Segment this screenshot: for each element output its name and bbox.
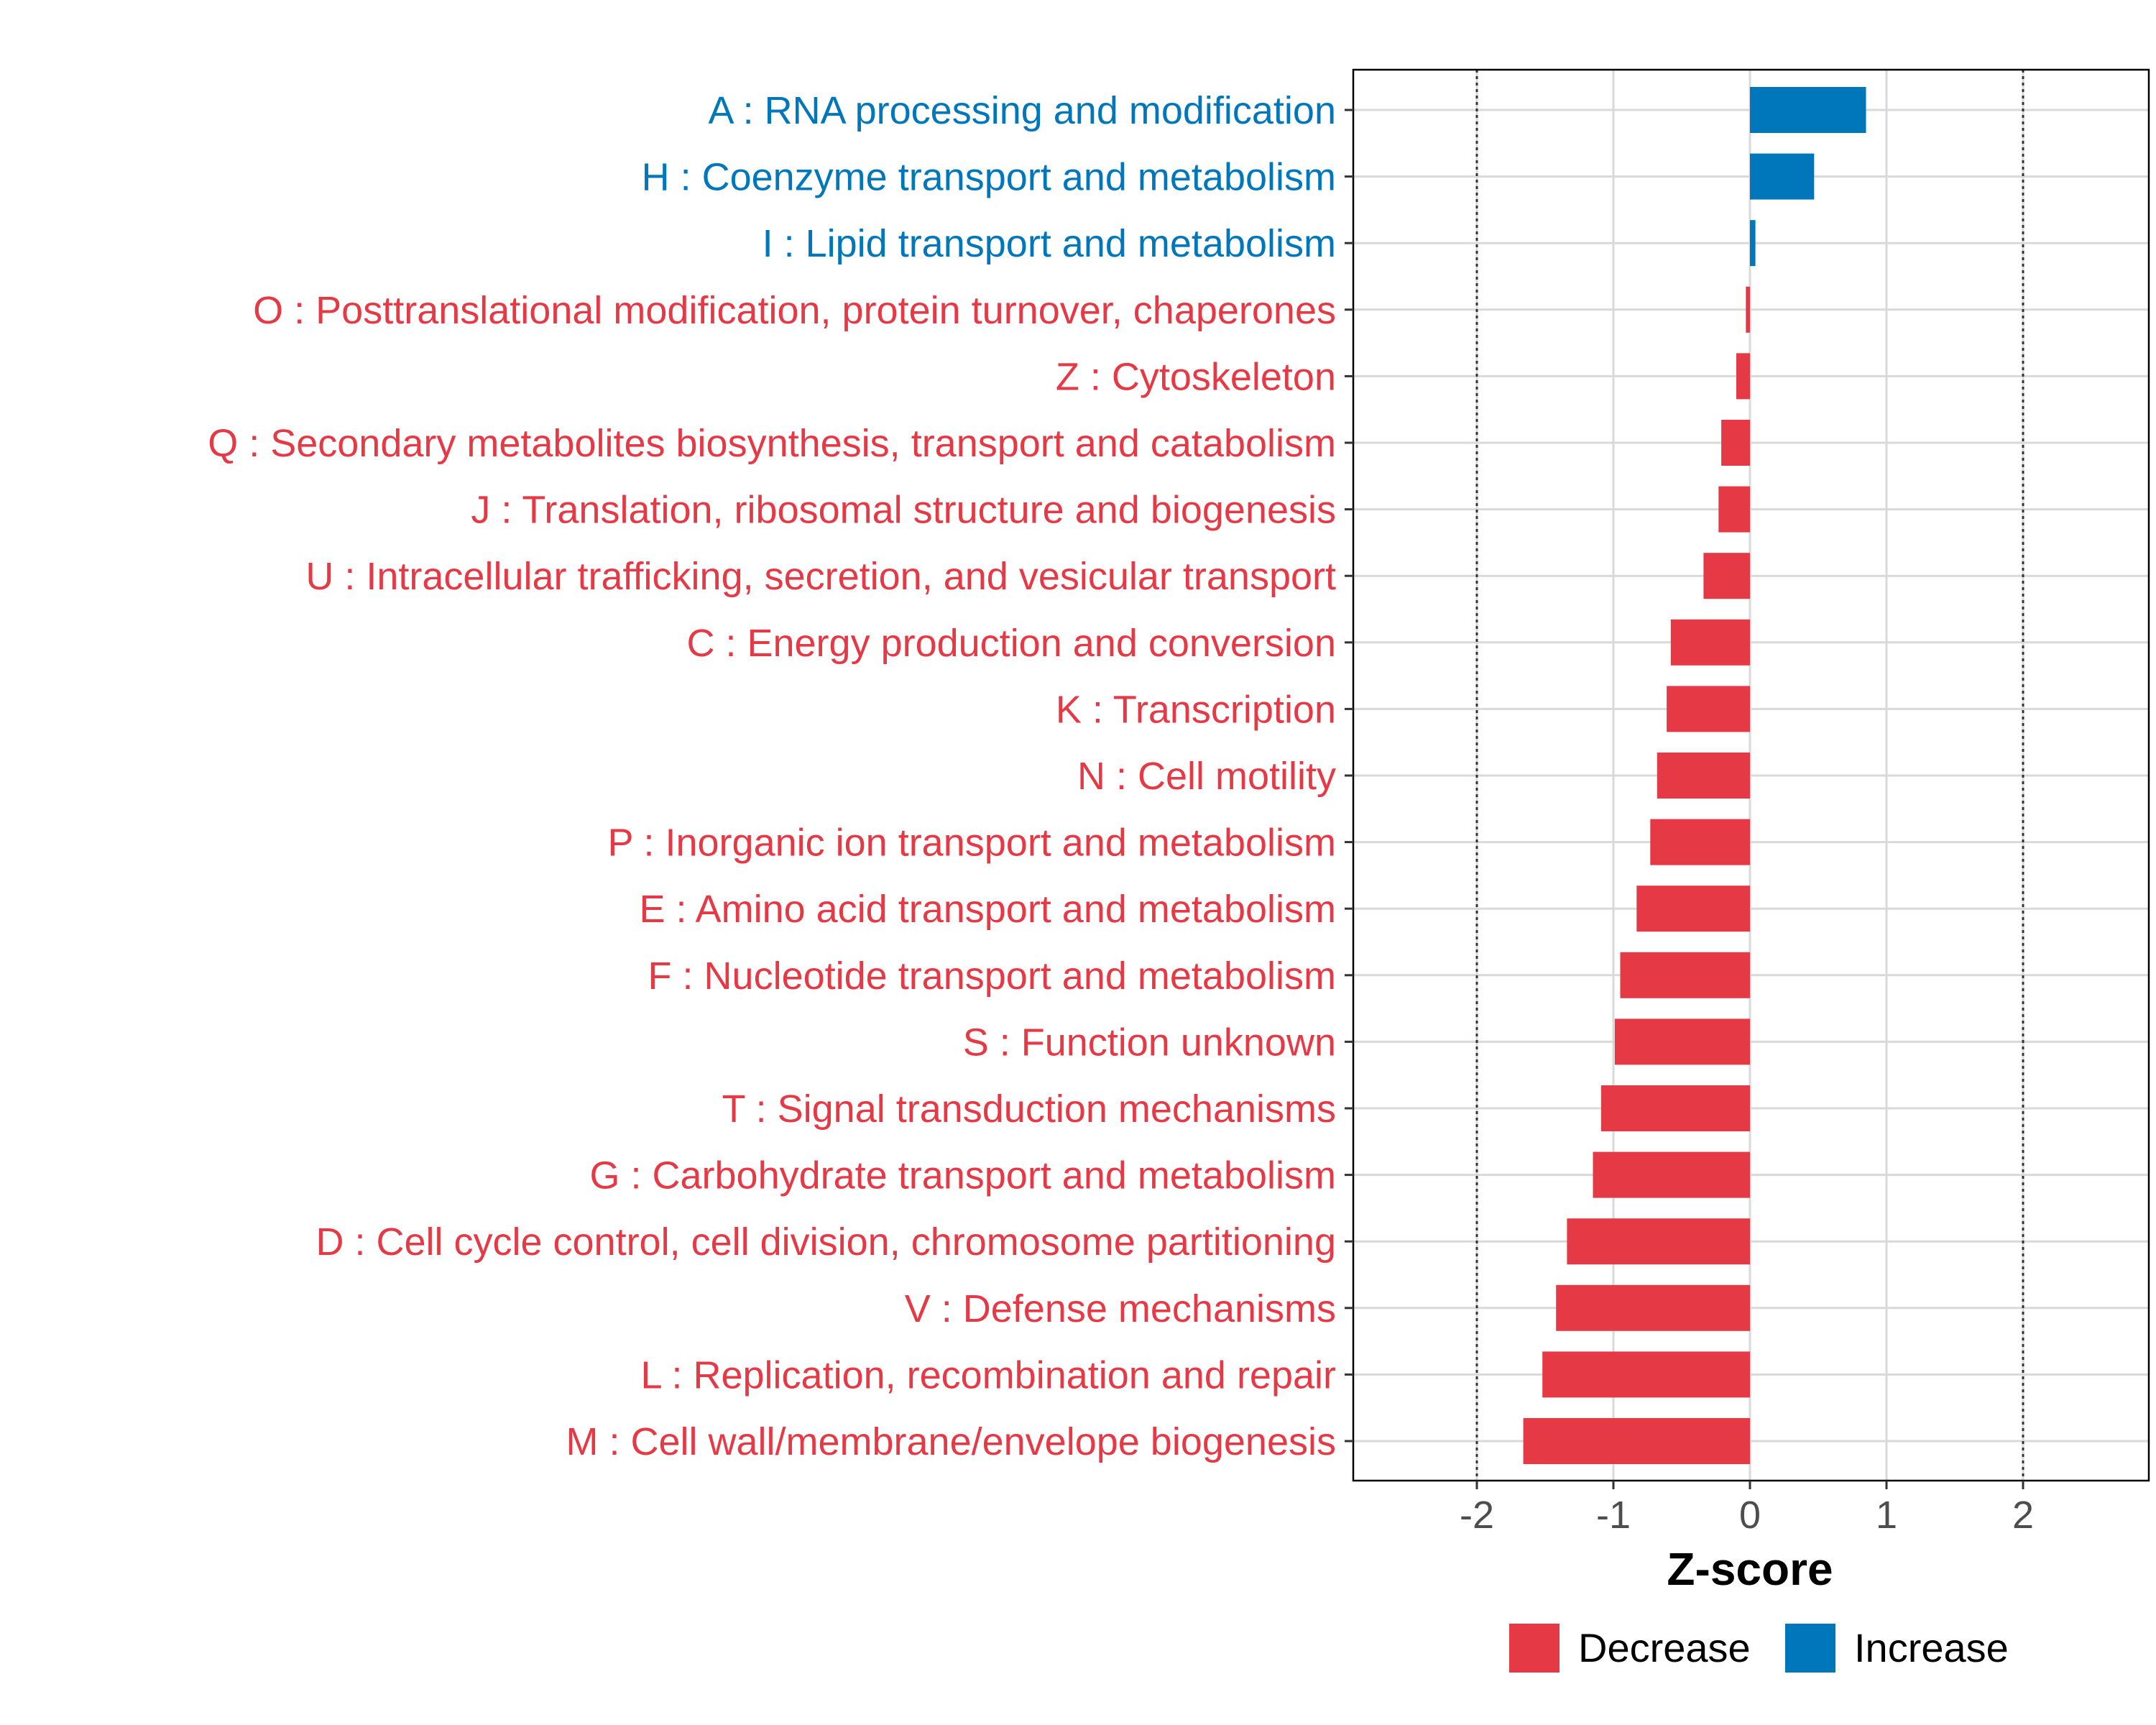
x-axis-title: Z-score <box>1667 1543 1833 1595</box>
bar <box>1670 619 1750 666</box>
bar <box>1657 753 1750 799</box>
bar <box>1650 819 1750 865</box>
category-label: K : Transcription <box>1056 688 1336 731</box>
legend-swatch <box>1509 1624 1560 1673</box>
category-label: L : Replication, recombination and repai… <box>640 1353 1336 1397</box>
category-label: C : Energy production and conversion <box>686 622 1336 665</box>
category-label: A : RNA processing and modification <box>709 89 1336 132</box>
category-label: V : Defense mechanisms <box>905 1287 1336 1330</box>
category-label: N : Cell motility <box>1077 755 1336 798</box>
category-label: O : Posttranslational modification, prot… <box>253 289 1336 332</box>
category-label: Q : Secondary metabolites biosynthesis, … <box>208 422 1336 465</box>
legend-swatch <box>1785 1624 1835 1673</box>
category-label: J : Translation, ribosomal structure and… <box>471 489 1336 532</box>
legend-label: Decrease <box>1578 1625 1751 1670</box>
bar <box>1746 286 1750 333</box>
bar <box>1614 1018 1750 1065</box>
x-tick-label: 2 <box>2012 1494 2034 1537</box>
bar <box>1542 1351 1750 1398</box>
x-tick-label: 1 <box>1876 1494 1897 1537</box>
category-label: U : Intracellular trafficking, secretion… <box>305 555 1336 598</box>
bar <box>1567 1218 1750 1265</box>
category-label: H : Coenzyme transport and metabolism <box>642 156 1336 199</box>
x-tick-label: -2 <box>1460 1494 1494 1537</box>
bar <box>1750 87 1866 133</box>
bars-layer <box>1523 87 1866 1464</box>
bar <box>1750 220 1756 267</box>
legend-label: Increase <box>1854 1625 2009 1670</box>
x-tick-label: 0 <box>1739 1494 1761 1537</box>
bar <box>1750 153 1815 200</box>
bar <box>1667 686 1750 732</box>
category-label: D : Cell cycle control, cell division, c… <box>315 1220 1336 1264</box>
bar <box>1736 353 1750 400</box>
x-tick-label: -1 <box>1596 1494 1631 1537</box>
category-label: I : Lipid transport and metabolism <box>763 222 1336 265</box>
bar <box>1600 1085 1750 1131</box>
bar <box>1636 886 1750 932</box>
category-label: T : Signal transduction mechanisms <box>722 1087 1336 1131</box>
category-label: G : Carbohydrate transport and metabolis… <box>590 1154 1337 1197</box>
category-label: P : Inorganic ion transport and metaboli… <box>607 822 1336 865</box>
category-label: E : Amino acid transport and metabolism <box>640 888 1336 931</box>
category-label: F : Nucleotide transport and metabolism <box>648 954 1336 998</box>
category-labels: A : RNA processing and modification H : C… <box>208 89 1353 1463</box>
bar <box>1721 420 1750 466</box>
bar <box>1718 486 1750 533</box>
legend: Decrease Increase <box>1509 1624 2009 1673</box>
bar <box>1593 1151 1750 1198</box>
bar <box>1523 1418 1750 1464</box>
bar <box>1703 553 1750 599</box>
category-label: S : Function unknown <box>963 1021 1336 1064</box>
category-label: M : Cell wall/membrane/envelope biogenes… <box>566 1420 1336 1463</box>
bar <box>1620 952 1750 998</box>
bar <box>1556 1284 1750 1331</box>
x-axis-ticks: -2 -1 0 1 2 <box>1460 1481 2034 1537</box>
category-label: Z : Cytoskeleton <box>1056 355 1336 398</box>
